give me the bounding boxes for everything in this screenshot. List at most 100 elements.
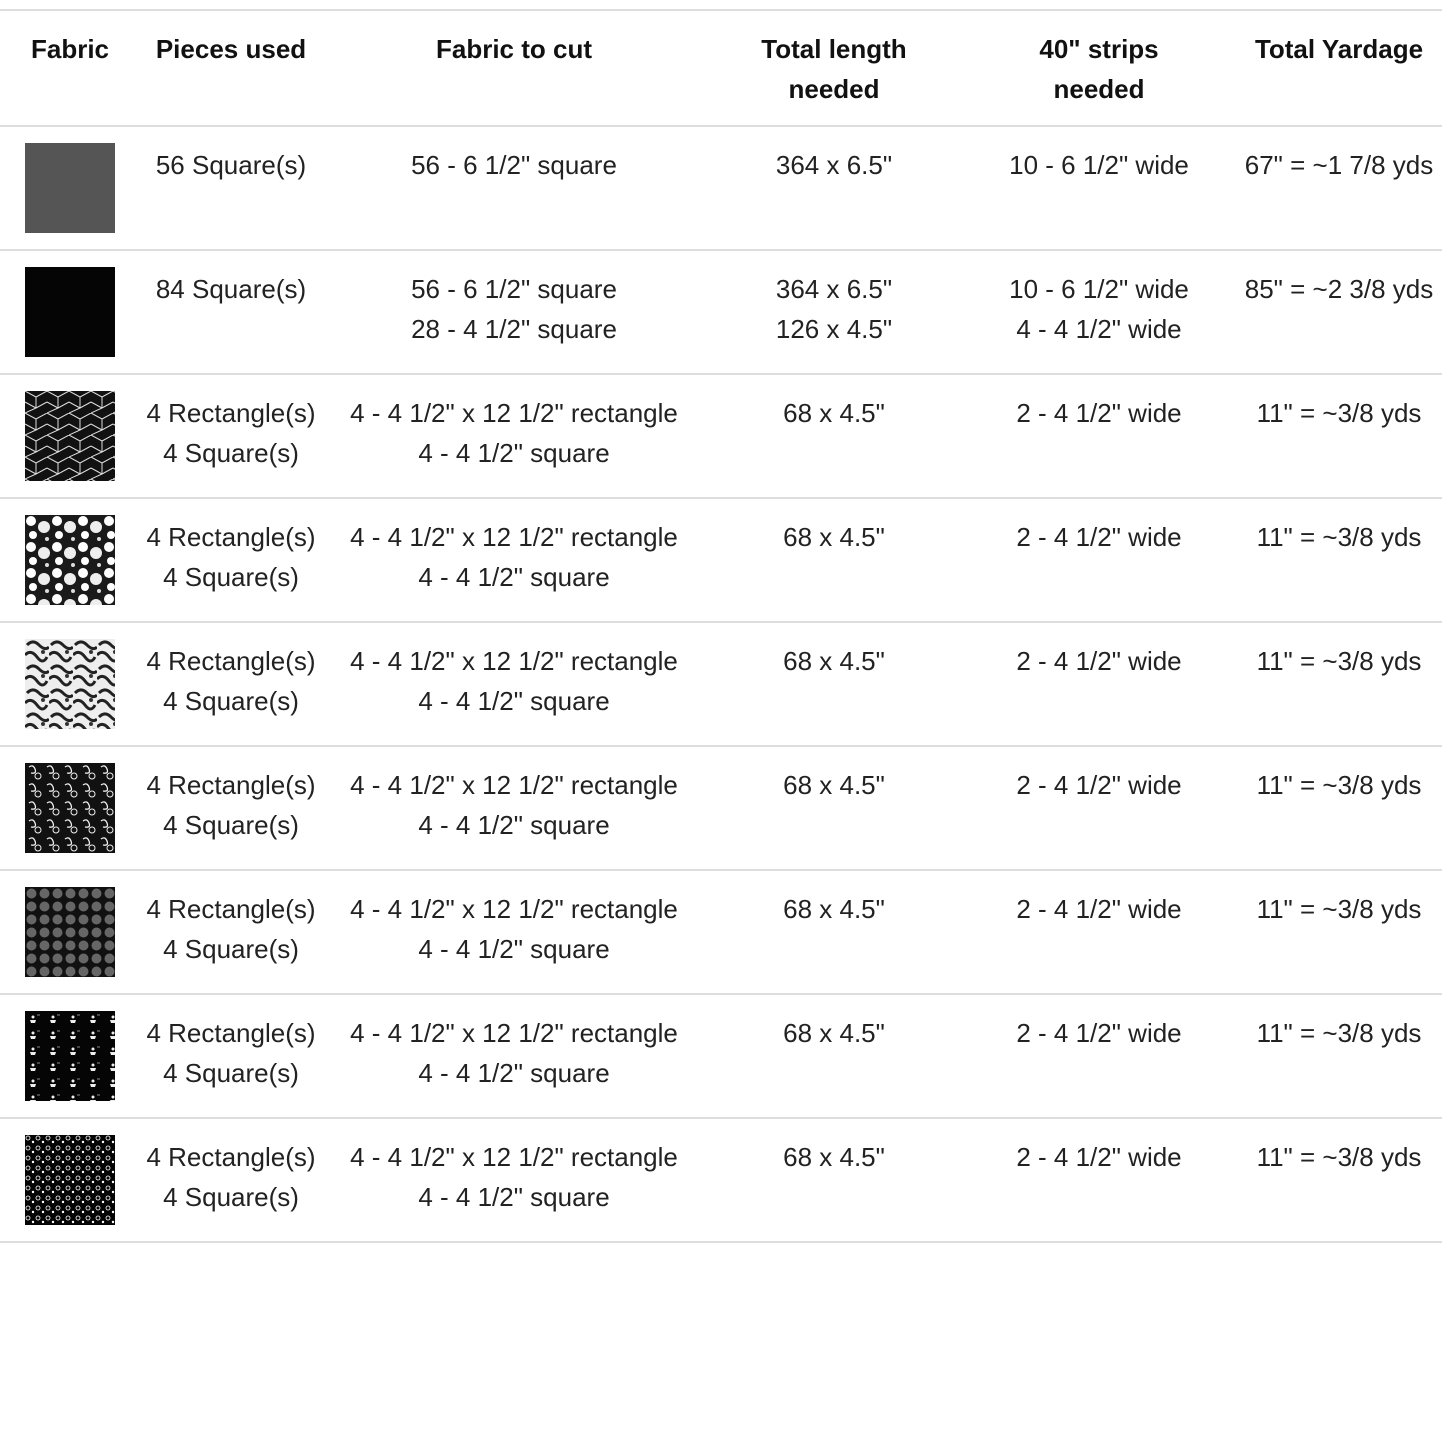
yardage-content: 67" = ~1 7/8 yds: [1243, 145, 1435, 185]
fabric-row: 56 Square(s) 56 - 6 1/2" square 364 x 6.5"…: [0, 126, 1442, 251]
yardage-cell: 11" = ~3/8 yds: [1236, 746, 1442, 871]
yardage-text: 11" = ~3/8 yds: [1256, 894, 1422, 924]
cut-cell: 4 - 4 1/2" x 12 1/2" rectangle 4 - 4 1/2"…: [322, 1118, 706, 1243]
cut-cell: 4 - 4 1/2" x 12 1/2" rectangle 4 - 4 1/2"…: [322, 622, 706, 747]
fabric-row: 4 Rectangle(s) 4 Square(s) 4 - 4 1/2" x 12…: [0, 622, 1442, 747]
header-text: Total length needed: [761, 34, 907, 104]
yardage-content: 11" = ~3/8 yds: [1243, 1137, 1435, 1177]
length-cell: 68 x 4.5": [706, 498, 962, 623]
pieces-line: 4 Rectangle(s): [146, 894, 316, 924]
cut-content: 4 - 4 1/2" x 12 1/2" rectangle 4 - 4 1/2"…: [349, 641, 679, 721]
header-text: 40" strips needed: [1039, 34, 1159, 104]
pieces-line: 4 Square(s): [163, 562, 299, 592]
fabric-row: 84 Square(s) 56 - 6 1/2" square 28 - 4 1/2…: [0, 250, 1442, 375]
cut-cell: 4 - 4 1/2" x 12 1/2" rectangle 4 - 4 1/2"…: [322, 498, 706, 623]
fabric-row: 4 Rectangle(s) 4 Square(s) 4 - 4 1/2" x 12…: [0, 374, 1442, 499]
pieces-cell: 4 Rectangle(s) 4 Square(s): [140, 870, 322, 995]
table-body: 56 Square(s) 56 - 6 1/2" square 364 x 6.5"…: [0, 126, 1442, 1243]
strips-content: 10 - 6 1/2" wide: [999, 145, 1199, 185]
fabric-swatch: [25, 391, 115, 481]
fabric-row: 4 Rectangle(s) 4 Square(s) 4 - 4 1/2" x 12…: [0, 498, 1442, 623]
swatch-cell: [0, 250, 140, 375]
fabric-table: Fabric Pieces used Fabric to cut Total leng…: [0, 9, 1442, 1243]
strips-content: 2 - 4 1/2" wide: [999, 1013, 1199, 1053]
yardage-cell: 11" = ~3/8 yds: [1236, 994, 1442, 1119]
cut-content: 4 - 4 1/2" x 12 1/2" rectangle 4 - 4 1/2"…: [349, 765, 679, 845]
pieces-cell: 56 Square(s): [140, 126, 322, 251]
swatch-cell: [0, 374, 140, 499]
strips-line: 2 - 4 1/2" wide: [1016, 770, 1182, 800]
strips-cell: 2 - 4 1/2" wide: [962, 1118, 1236, 1243]
strips-content: 2 - 4 1/2" wide: [999, 765, 1199, 805]
length-line: 68 x 4.5": [783, 894, 885, 924]
yardage-text: 11" = ~3/8 yds: [1256, 646, 1422, 676]
header-text: Fabric to cut: [435, 34, 592, 64]
yardage-text: 67" = ~1 7/8 yds: [1244, 150, 1434, 180]
strips-line: 2 - 4 1/2" wide: [1016, 1018, 1182, 1048]
length-content: 364 x 6.5" 126 x 4.5": [734, 269, 934, 349]
pieces-content: 4 Rectangle(s) 4 Square(s): [146, 889, 316, 969]
pieces-cell: 84 Square(s): [140, 250, 322, 375]
pieces-line: 4 Rectangle(s): [146, 522, 316, 552]
cut-content: 4 - 4 1/2" x 12 1/2" rectangle 4 - 4 1/2"…: [349, 393, 679, 473]
fabric-row: 4 Rectangle(s) 4 Square(s) 4 - 4 1/2" x 12…: [0, 746, 1442, 871]
yardage-cell: 67" = ~1 7/8 yds: [1236, 126, 1442, 251]
length-cell: 68 x 4.5": [706, 374, 962, 499]
header-cell: Pieces used: [140, 10, 322, 127]
fabric-swatch: [25, 143, 115, 233]
yardage-cell: 11" = ~3/8 yds: [1236, 374, 1442, 499]
yardage-cell: 11" = ~3/8 yds: [1236, 870, 1442, 995]
yardage-text: 85" = ~2 3/8 yds: [1244, 274, 1434, 304]
pieces-content: 4 Rectangle(s) 4 Square(s): [146, 393, 316, 473]
header-text: Total Yardage: [1254, 34, 1424, 64]
strips-line: 2 - 4 1/2" wide: [1016, 398, 1182, 428]
header-cell: Total length needed: [706, 10, 962, 127]
length-line: 364 x 6.5": [775, 150, 893, 180]
fabric-swatch: [25, 1011, 115, 1101]
header-row: Fabric Pieces used Fabric to cut Total leng…: [0, 10, 1442, 127]
cut-line: 4 - 4 1/2" x 12 1/2" rectangle: [350, 770, 678, 800]
length-cell: 68 x 4.5": [706, 870, 962, 995]
yardage-content: 11" = ~3/8 yds: [1243, 641, 1435, 681]
cut-content: 56 - 6 1/2" square 28 - 4 1/2" square: [349, 269, 679, 349]
cut-content: 4 - 4 1/2" x 12 1/2" rectangle 4 - 4 1/2"…: [349, 1013, 679, 1093]
pieces-line: 4 Square(s): [163, 438, 299, 468]
pieces-content: 4 Rectangle(s) 4 Square(s): [146, 641, 316, 721]
yardage-cell: 11" = ~3/8 yds: [1236, 498, 1442, 623]
strips-line: 2 - 4 1/2" wide: [1016, 522, 1182, 552]
length-cell: 68 x 4.5": [706, 1118, 962, 1243]
cut-line: 56 - 6 1/2" square: [411, 274, 617, 304]
header-text: Fabric: [30, 34, 110, 64]
length-content: 68 x 4.5": [734, 641, 934, 681]
cut-line: 4 - 4 1/2" x 12 1/2" rectangle: [350, 522, 678, 552]
yardage-text: 11" = ~3/8 yds: [1256, 770, 1422, 800]
swatch-cell: [0, 498, 140, 623]
yardage-content: 85" = ~2 3/8 yds: [1243, 269, 1435, 309]
cut-cell: 4 - 4 1/2" x 12 1/2" rectangle 4 - 4 1/2"…: [322, 746, 706, 871]
cut-line: 4 - 4 1/2" x 12 1/2" rectangle: [350, 646, 678, 676]
header-text: Pieces used: [155, 34, 307, 64]
yardage-content: 11" = ~3/8 yds: [1243, 765, 1435, 805]
pieces-cell: 4 Rectangle(s) 4 Square(s): [140, 746, 322, 871]
fabric-row: 4 Rectangle(s) 4 Square(s) 4 - 4 1/2" x 12…: [0, 994, 1442, 1119]
yardage-text: 11" = ~3/8 yds: [1256, 398, 1422, 428]
length-content: 68 x 4.5": [734, 517, 934, 557]
length-cell: 68 x 4.5": [706, 746, 962, 871]
cut-content: 4 - 4 1/2" x 12 1/2" rectangle 4 - 4 1/2"…: [349, 1137, 679, 1217]
length-line: 68 x 4.5": [783, 1142, 885, 1172]
length-content: 68 x 4.5": [734, 1013, 934, 1053]
cut-cell: 4 - 4 1/2" x 12 1/2" rectangle 4 - 4 1/2"…: [322, 994, 706, 1119]
length-content: 68 x 4.5": [734, 1137, 934, 1177]
pieces-line: 84 Square(s): [155, 274, 307, 304]
pieces-line: 4 Rectangle(s): [146, 398, 316, 428]
strips-line: 4 - 4 1/2" wide: [1016, 314, 1182, 344]
cut-line: 4 - 4 1/2" square: [418, 438, 610, 468]
strips-cell: 2 - 4 1/2" wide: [962, 622, 1236, 747]
cut-line: 4 - 4 1/2" x 12 1/2" rectangle: [350, 1018, 678, 1048]
yardage-text: 11" = ~3/8 yds: [1256, 522, 1422, 552]
strips-cell: 2 - 4 1/2" wide: [962, 746, 1236, 871]
cut-line: 4 - 4 1/2" square: [418, 562, 610, 592]
cut-cell: 4 - 4 1/2" x 12 1/2" rectangle 4 - 4 1/2"…: [322, 374, 706, 499]
yardage-cell: 11" = ~3/8 yds: [1236, 622, 1442, 747]
length-content: 364 x 6.5": [734, 145, 934, 185]
